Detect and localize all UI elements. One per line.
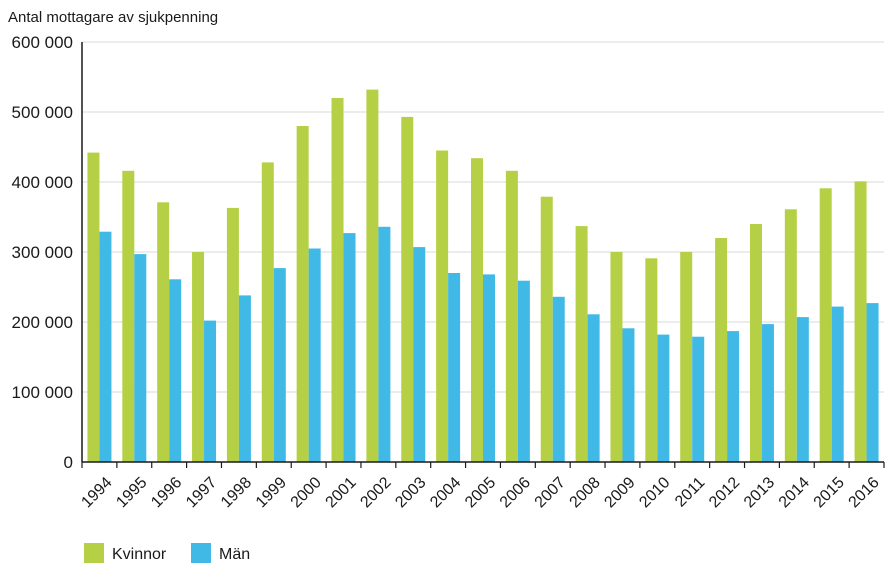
y-tick-label: 200 000 (12, 313, 73, 332)
bar-kvinnor-2006 (505, 170, 518, 463)
legend-label-man: Män (219, 546, 250, 563)
bar-man-1995 (134, 254, 147, 462)
x-tick-label: 1998 (218, 474, 255, 511)
bar-man-1997 (204, 320, 217, 462)
bar-man-1994 (99, 231, 112, 462)
y-tick-label: 300 000 (12, 243, 73, 262)
bar-kvinnor-2011 (680, 252, 693, 462)
bar-kvinnor-2000 (296, 126, 309, 462)
legend-swatch-kvinnor (84, 543, 104, 563)
bar-kvinnor-2005 (471, 158, 483, 462)
y-tick-labels: 0 100 000 200 000 300 000 400 000 500 000 600 … (12, 33, 73, 472)
x-tick-labels: 1994199519961997199819992000200120022003… (78, 474, 882, 511)
x-tick-label: 1999 (253, 474, 290, 511)
bar-kvinnor-2016 (854, 181, 867, 463)
x-tick-label: 2012 (706, 474, 743, 511)
bar-kvinnor-1996 (157, 202, 170, 463)
axes (81, 42, 885, 468)
x-tick-label: 2015 (811, 474, 848, 511)
bar-kvinnor-1995 (122, 170, 135, 463)
bar-kvinnor-2008 (575, 226, 588, 462)
y-axis-title: Antal mottagare av sjukpenning (8, 9, 218, 26)
legend-swatch-man (191, 543, 211, 563)
bar-man-2015 (831, 306, 844, 462)
bar-kvinnor-2014 (784, 209, 797, 462)
bar-man-2014 (796, 317, 809, 462)
bar-kvinnor-2007 (540, 196, 553, 462)
x-tick-label: 2014 (776, 474, 813, 511)
y-tick-label: 500 000 (12, 103, 73, 122)
x-tick-label: 2016 (846, 474, 883, 511)
bar-man-2009 (622, 328, 635, 462)
bar-kvinnor-2015 (819, 188, 832, 463)
x-tick-label: 2005 (462, 474, 499, 511)
bar-man-2000 (308, 248, 321, 462)
bar-man-2011 (692, 336, 705, 462)
y-tick-label: 0 (64, 453, 73, 472)
x-tick-label: 2006 (497, 474, 534, 511)
x-tick-label: 2011 (672, 474, 708, 510)
x-tick-label: 2001 (323, 474, 360, 511)
x-tick-label: 2003 (392, 474, 429, 511)
bar-man-1996 (169, 279, 182, 462)
bar-man-2003 (413, 247, 426, 462)
y-tick-label: 600 000 (12, 33, 73, 52)
x-tick-label: 1997 (183, 474, 220, 511)
bar-man-2002 (378, 226, 391, 462)
bar-kvinnor-2013 (749, 224, 762, 462)
bar-kvinnor-1997 (192, 252, 205, 462)
bar-man-1999 (273, 268, 286, 462)
x-tick-label: 2010 (636, 474, 673, 511)
bar-kvinnor-2012 (715, 238, 728, 462)
bars (87, 89, 879, 463)
legend-label-kvinnor: Kvinnor (112, 546, 167, 563)
x-tick-label: 1996 (148, 474, 185, 511)
bar-man-2004 (448, 273, 461, 462)
bar-man-1998 (238, 295, 251, 462)
bar-man-2006 (517, 280, 530, 462)
bar-kvinnor-1998 (226, 207, 239, 462)
x-tick-label: 2007 (532, 474, 569, 511)
x-tick-label: 2009 (601, 474, 638, 511)
bar-man-2016 (866, 303, 879, 462)
bar-kvinnor-1994 (87, 152, 100, 462)
bar-man-2007 (552, 296, 565, 462)
bar-kvinnor-2010 (645, 258, 658, 462)
x-tick-label: 2008 (567, 474, 604, 511)
x-tick-label: 1994 (78, 474, 115, 511)
bar-kvinnor-2004 (436, 150, 449, 462)
y-tick-label: 400 000 (12, 173, 73, 192)
x-tick-label: 2004 (427, 474, 464, 511)
bar-kvinnor-2009 (610, 252, 623, 462)
bar-man-2013 (761, 324, 774, 462)
bar-man-2001 (343, 233, 356, 462)
x-tick-label: 2013 (741, 474, 778, 511)
x-tick-label: 2000 (288, 474, 325, 511)
bar-man-2005 (483, 274, 495, 462)
bar-man-2012 (727, 331, 740, 462)
x-tick-label: 2002 (357, 474, 394, 511)
x-tick-label: 1995 (113, 474, 150, 511)
y-tick-label: 100 000 (12, 383, 73, 402)
bar-man-2010 (657, 334, 670, 462)
bar-kvinnor-1999 (261, 162, 274, 462)
legend: Kvinnor Män (84, 543, 250, 563)
bar-kvinnor-2001 (331, 98, 344, 462)
bar-kvinnor-2003 (401, 116, 414, 463)
bar-kvinnor-2002 (366, 89, 379, 462)
bar-man-2008 (587, 314, 600, 462)
